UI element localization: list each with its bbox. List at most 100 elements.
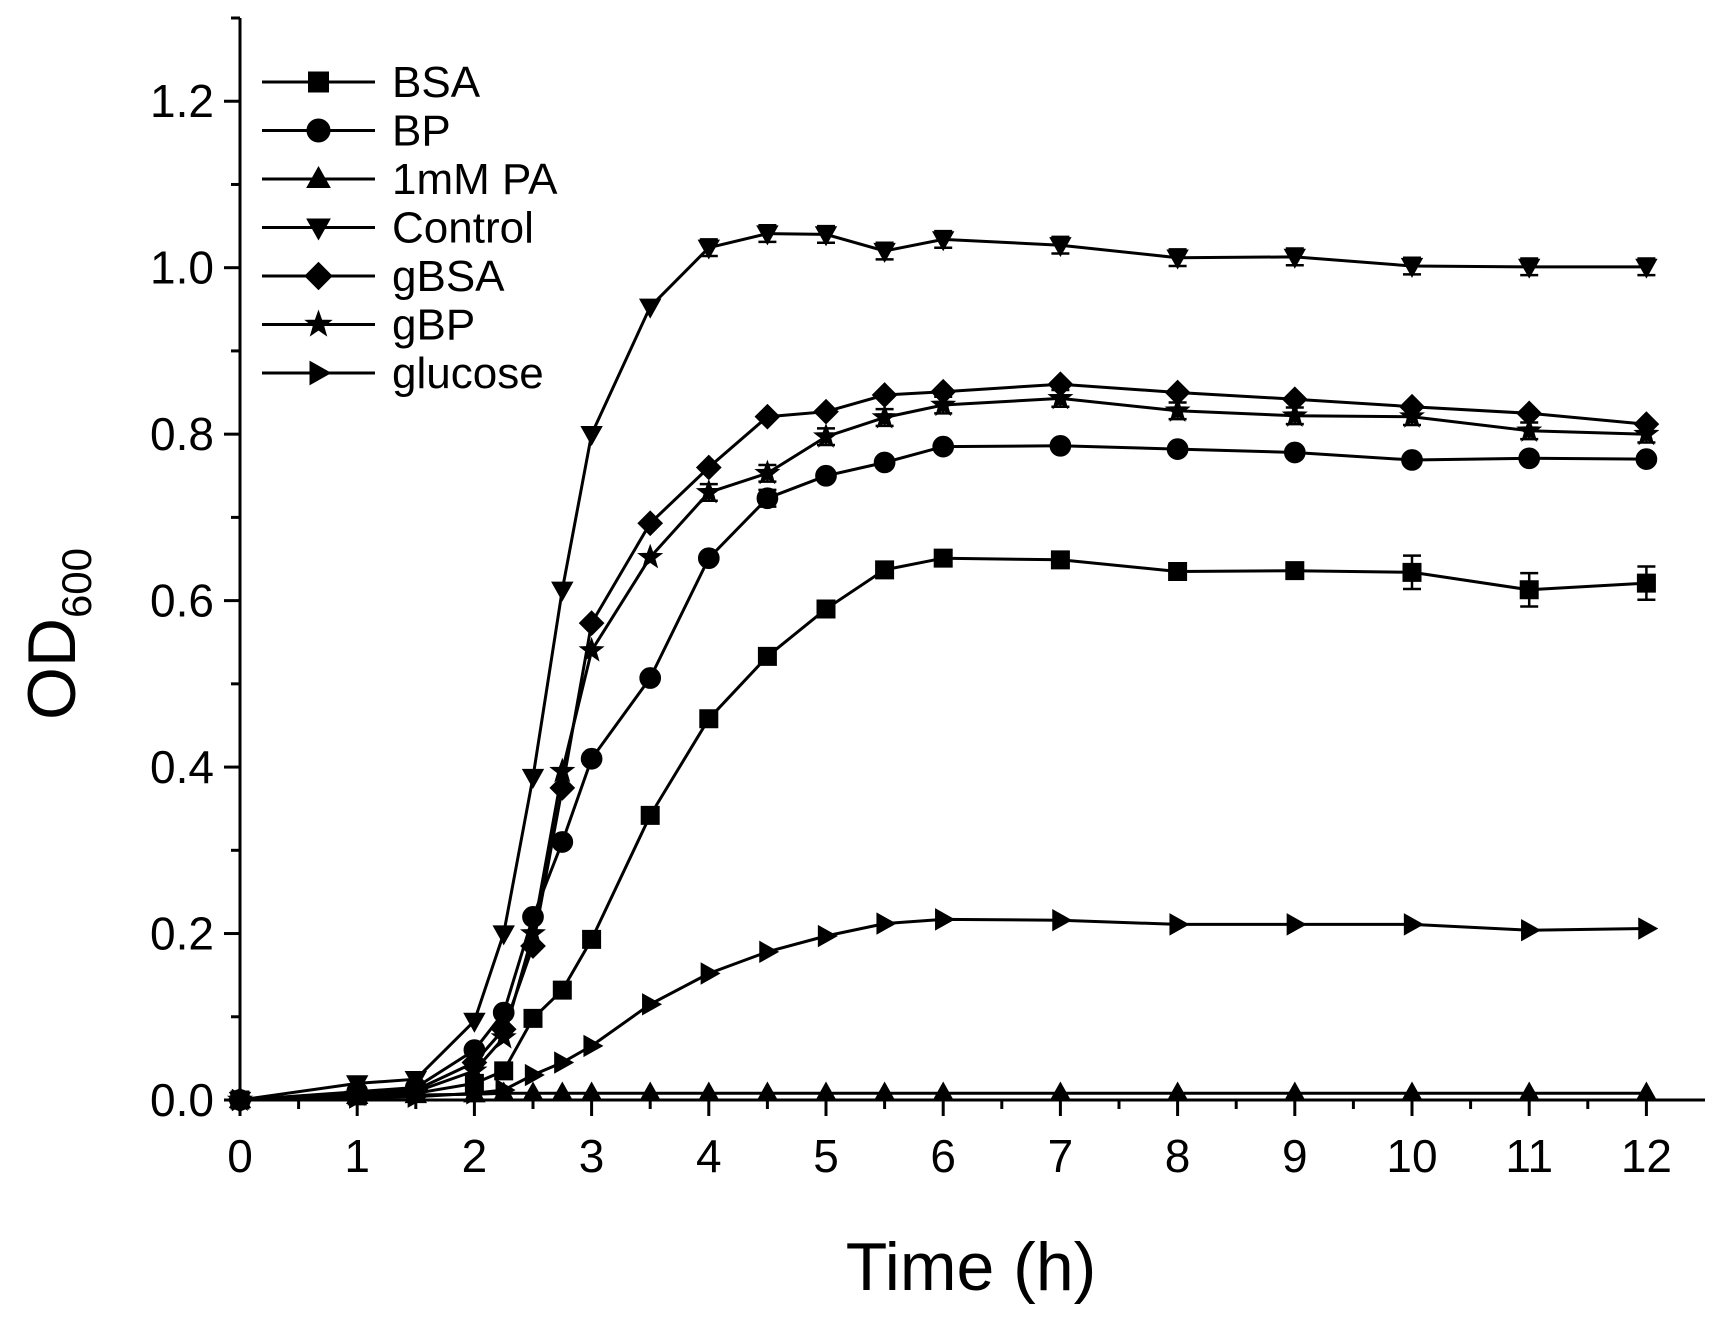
data-point (494, 1061, 514, 1081)
data-point (549, 757, 576, 783)
data-point (1635, 258, 1658, 279)
data-point (695, 478, 722, 504)
data-point (873, 242, 896, 263)
data-point (1166, 438, 1189, 460)
y-tick-label: 1.2 (150, 75, 214, 127)
data-point (1285, 561, 1305, 581)
data-point (519, 919, 547, 945)
data-point (1166, 1081, 1189, 1102)
data-point (466, 1082, 487, 1105)
data-point (463, 1012, 486, 1033)
axes: 0 1 2 3 4 5 6 7 8 9 10 11 120.00.20.40.60.81.01.2 (150, 16, 1705, 1182)
x-tick-label: 1 (344, 1130, 370, 1182)
data-point (697, 239, 721, 260)
series-line (239, 556, 1647, 1102)
data-point (1521, 919, 1542, 942)
data-point (754, 459, 781, 485)
data-point (1283, 441, 1306, 464)
data-point (642, 993, 663, 1016)
legend-marker (306, 165, 331, 188)
data-point (754, 403, 781, 430)
x-tick-label: 11 (1505, 1130, 1553, 1182)
data-point (1638, 917, 1659, 940)
legend-marker (304, 309, 333, 337)
data-point (756, 225, 779, 246)
data-point (756, 487, 779, 510)
y-tick-label: 0.0 (150, 1074, 214, 1126)
legend-entry: BSA (262, 58, 481, 107)
legend-label: BSA (392, 58, 481, 107)
data-point (871, 403, 898, 429)
x-tick-label: 6 (930, 1130, 956, 1182)
legend-entry: Control (262, 204, 534, 253)
data-point (1516, 417, 1543, 442)
x-tick-label: 0 (227, 1130, 253, 1182)
data-point (583, 1034, 604, 1058)
data-point (873, 1081, 896, 1102)
data-point (1519, 580, 1539, 600)
series-gbp (226, 384, 1660, 1111)
data-point (640, 805, 660, 825)
series-line (239, 232, 1647, 1102)
data-point (930, 391, 957, 417)
data-point (814, 226, 838, 247)
data-point (231, 1088, 252, 1112)
data-point (578, 610, 605, 636)
data-point (1403, 913, 1424, 936)
data-point (461, 1057, 488, 1082)
data-point (876, 912, 897, 935)
data-point (700, 962, 721, 985)
data-point (757, 646, 777, 666)
series-bsa (230, 548, 1656, 1110)
data-point (1635, 448, 1658, 470)
y-tick-label: 0.4 (150, 741, 214, 793)
data-point (1398, 403, 1426, 428)
data-point (637, 543, 664, 569)
data-point (349, 1086, 370, 1109)
y-tick-label: 0.2 (150, 908, 214, 960)
data-point (697, 1081, 721, 1102)
data-point (551, 581, 574, 602)
legend-marker (309, 360, 332, 386)
data-point (580, 426, 603, 446)
x-tick-label: 7 (1048, 1130, 1074, 1182)
data-point (492, 925, 515, 946)
x-tick-label: 2 (462, 1130, 488, 1182)
legend-entry: glucose (262, 349, 544, 398)
data-point (1049, 1081, 1072, 1102)
y-axis-title: OD600 (14, 548, 100, 720)
data-point (756, 1081, 779, 1102)
data-point (932, 435, 955, 458)
data-point (1052, 909, 1073, 932)
series-line (239, 396, 1647, 1102)
legend-entry: BP (262, 107, 451, 156)
data-point (580, 747, 603, 770)
data-point (816, 599, 836, 619)
data-point (815, 464, 837, 487)
data-point (578, 636, 605, 662)
data-point (1049, 434, 1072, 457)
data-point (814, 1081, 838, 1102)
y-tick-label: 0.6 (150, 575, 214, 627)
x-tick-label: 10 (1386, 1130, 1437, 1182)
data-point (1517, 258, 1541, 279)
data-point (871, 382, 898, 408)
series-line (239, 444, 1647, 1102)
data-point (407, 1085, 428, 1108)
x-tick-label: 5 (813, 1130, 839, 1182)
legend-marker (306, 118, 331, 143)
data-point (1283, 248, 1307, 269)
series-gbsa (227, 371, 1660, 1113)
data-point (1286, 913, 1307, 936)
data-point (1047, 384, 1074, 410)
data-point (1050, 550, 1070, 570)
series-line (239, 382, 1647, 1102)
data-point (873, 451, 896, 474)
y-tick-label: 0.8 (150, 408, 214, 460)
legend-label: BP (392, 107, 451, 156)
data-point (521, 1081, 545, 1102)
data-point (1169, 913, 1190, 936)
data-point (554, 1051, 575, 1074)
